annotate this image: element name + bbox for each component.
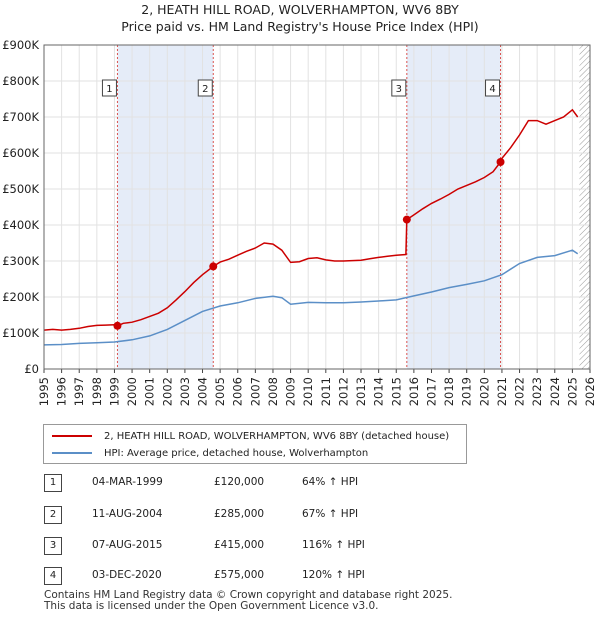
legend-swatch-property	[52, 435, 92, 437]
transaction-price: £285,000	[214, 508, 265, 520]
ownership-band	[406, 45, 501, 369]
y-tick-label: £600K	[2, 146, 39, 160]
transaction-date: 04-MAR-1999	[92, 476, 163, 488]
chart-subtitle: Price paid vs. HM Land Registry's House …	[121, 19, 478, 34]
x-tick-label: 2019	[460, 377, 474, 406]
forecast-hatch	[579, 45, 590, 369]
y-tick-label: £300K	[2, 254, 39, 268]
legend-item-property: 2, HEATH HILL ROAD, WOLVERHAMPTON, WV6 8…	[52, 428, 449, 444]
x-tick-label: 2012	[336, 377, 350, 406]
y-tick-label: £200K	[2, 290, 39, 304]
x-tick-label: 2013	[354, 377, 368, 406]
series-line-hpi	[43, 249, 579, 346]
transaction-price: £415,000	[214, 539, 265, 551]
x-tick-label: 2002	[160, 377, 174, 406]
transaction-date: 07-AUG-2015	[92, 539, 163, 551]
transaction-number: 4	[44, 567, 62, 585]
x-tick-label: 2009	[284, 377, 298, 406]
transaction-number: 3	[44, 537, 62, 555]
transaction-hpi: 64% ↑ HPI	[302, 476, 359, 488]
legend-item-hpi: HPI: Average price, detached house, Wolv…	[52, 445, 368, 461]
x-tick-label: 2006	[231, 377, 245, 406]
transaction-hpi: 67% ↑ HPI	[302, 508, 359, 520]
transaction-number: 1	[44, 474, 62, 492]
x-tick-label: 2004	[196, 377, 210, 406]
price-chart: 2, HEATH HILL ROAD, WOLVERHAMPTON, WV6 8…	[2, 2, 597, 406]
transaction-hpi: 120% ↑ HPI	[302, 569, 365, 581]
transaction-label: 4	[489, 84, 495, 95]
x-tick-label: 2020	[477, 377, 491, 406]
x-tick-label: 2016	[407, 377, 421, 406]
footer-copyright: Contains HM Land Registry data © Crown c…	[44, 589, 453, 601]
transaction-label: 2	[202, 84, 208, 95]
y-tick-label: £700K	[2, 110, 39, 124]
x-tick-label: 2024	[548, 377, 562, 406]
plot-border	[43, 44, 591, 370]
transaction-price: £120,000	[214, 476, 265, 488]
x-tick-label: 2005	[213, 377, 227, 406]
transaction-point	[209, 262, 218, 271]
y-tick-label: £100K	[2, 326, 39, 340]
y-tick-label: £500K	[2, 182, 39, 196]
transaction-label-box	[197, 79, 213, 97]
transaction-date: 03-DEC-2020	[92, 569, 162, 581]
transaction-hpi: 116% ↑ HPI	[302, 539, 365, 551]
x-tick-label: 2001	[143, 377, 157, 406]
transaction-label: 3	[396, 84, 402, 95]
ownership-band	[117, 45, 214, 369]
x-tick-label: 2015	[389, 377, 403, 406]
x-tick-label: 2014	[372, 377, 386, 406]
x-tick-label: 2000	[125, 377, 139, 406]
x-tick-label: 2011	[319, 377, 333, 406]
y-tick-label: £800K	[2, 74, 39, 88]
x-tick-label: 1997	[72, 377, 86, 406]
x-tick-label: 2023	[530, 377, 544, 406]
chart-title: 2, HEATH HILL ROAD, WOLVERHAMPTON, WV6 8…	[141, 2, 459, 17]
transaction-label: 1	[106, 84, 112, 95]
x-tick-label: 1999	[107, 377, 121, 406]
x-tick-label: 2018	[442, 377, 456, 406]
y-tick-label: £900K	[2, 38, 39, 52]
x-tick-label: 2010	[301, 377, 315, 406]
x-tick-label: 2026	[583, 377, 597, 406]
transaction-price: £575,000	[214, 569, 265, 581]
transaction-date: 11-AUG-2004	[92, 508, 163, 520]
legend-label-hpi: HPI: Average price, detached house, Wolv…	[104, 447, 369, 459]
x-tick-label: 2003	[178, 377, 192, 406]
transaction-point	[113, 321, 122, 330]
x-tick-label: 2022	[513, 377, 527, 406]
x-tick-label: 1996	[55, 377, 69, 406]
x-tick-label: 1995	[37, 377, 51, 406]
x-tick-label: 2025	[565, 377, 579, 406]
transaction-label-box	[485, 79, 501, 97]
legend-swatch-hpi	[52, 452, 92, 454]
x-tick-label: 1998	[90, 377, 104, 406]
x-tick-label: 2021	[495, 377, 509, 406]
footer: Contains HM Land Registry data © Crown c…	[44, 590, 452, 612]
footer-licence: This data is licensed under the Open Gov…	[44, 600, 379, 612]
transaction-point	[496, 158, 505, 166]
transaction-number: 2	[44, 506, 62, 524]
x-tick-label: 2017	[424, 377, 438, 406]
chart-legend: 2, HEATH HILL ROAD, WOLVERHAMPTON, WV6 8…	[43, 424, 467, 464]
y-tick-label: £400K	[2, 218, 39, 232]
transaction-point	[402, 215, 411, 224]
transaction-label-box	[101, 79, 117, 97]
y-tick-label: £0	[24, 362, 39, 376]
transaction-label-box	[391, 79, 407, 97]
x-tick-label: 2008	[266, 377, 280, 406]
x-tick-label: 2007	[248, 377, 262, 406]
series-line-property	[43, 108, 579, 331]
legend-label-property: 2, HEATH HILL ROAD, WOLVERHAMPTON, WV6 8…	[104, 430, 450, 442]
